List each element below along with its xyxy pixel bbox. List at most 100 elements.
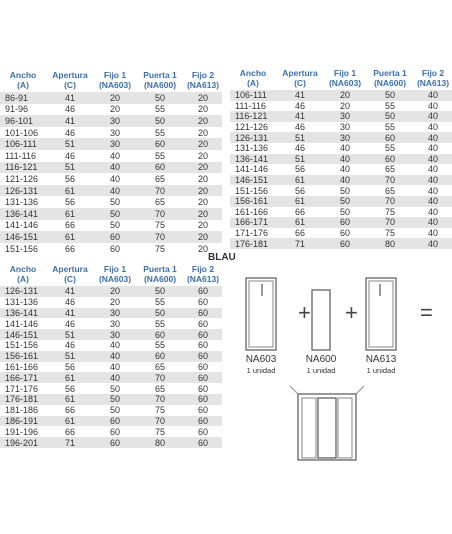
table-cell: 60 xyxy=(197,297,208,308)
table-cell: 46 xyxy=(64,150,75,161)
operator: + xyxy=(345,300,358,325)
table-cell: 55 xyxy=(154,318,165,329)
table-cell: 20 xyxy=(184,115,222,127)
header-name: Apertura xyxy=(52,70,88,80)
table-row: 156-161 51 40 60 60 xyxy=(0,350,222,362)
table-cell: 66 xyxy=(64,426,75,437)
table-cell: 41 xyxy=(46,92,94,104)
table-cell: 40 xyxy=(414,90,452,101)
column-header: Apertura (C) xyxy=(46,68,94,92)
table-cell: 101-106 xyxy=(5,127,39,138)
table-cell: 166-171 xyxy=(230,217,276,228)
table-cell: 65 xyxy=(154,197,165,208)
table-row: 136-141 41 30 50 60 xyxy=(0,307,222,319)
table-cell: 55 xyxy=(384,143,395,154)
table-cell: 60 xyxy=(184,372,222,384)
table-cell: 41 xyxy=(276,90,324,101)
table-cell: 50 xyxy=(109,197,120,208)
table-cell: 40 xyxy=(94,350,136,362)
table-cell: 20 xyxy=(109,297,120,308)
column-header: Ancho (A) xyxy=(0,68,46,92)
table-cell: 60 xyxy=(184,350,222,362)
table-cell: 126-131 xyxy=(0,286,46,297)
table-cell: 20 xyxy=(184,207,222,220)
table-cell: 70 xyxy=(136,207,184,220)
table-cell: 71 xyxy=(276,238,324,249)
table-cell: 40 xyxy=(324,153,366,165)
header-name: Ancho xyxy=(9,70,37,80)
column-header: Ancho (A) xyxy=(0,262,46,286)
table-cell: 171-176 xyxy=(5,383,39,394)
table-cell: 61 xyxy=(46,231,94,243)
table-cell: 51 xyxy=(46,350,94,362)
table-cell: 161-166 xyxy=(235,206,269,217)
table-cell: 121-126 xyxy=(235,122,269,133)
table-cell: 40 xyxy=(414,238,452,249)
operator: + xyxy=(298,300,311,325)
table-cell: 136-141 xyxy=(230,153,276,165)
table-cell: 60 xyxy=(184,393,222,405)
table-cell: 121-126 xyxy=(5,173,39,184)
table-row: 126-131 41 20 50 60 xyxy=(0,286,222,297)
table-row: 196-201 71 60 80 60 xyxy=(0,437,222,448)
table-row: 166-171 61 40 70 60 xyxy=(0,372,222,384)
table-cell: 41 xyxy=(46,115,94,127)
table-cell: 30 xyxy=(324,132,366,143)
table-cell: 75 xyxy=(154,426,165,437)
table-cell: 40 xyxy=(339,143,350,154)
part-code: NA613 xyxy=(365,354,397,365)
table-cell: 20 xyxy=(94,92,136,104)
header-name: Fijo 2 xyxy=(421,68,445,78)
table-cell: 60 xyxy=(94,415,136,427)
table-cell: 60 xyxy=(184,437,222,448)
table-cell: 60 xyxy=(184,415,222,427)
table-cell: 40 xyxy=(109,340,120,351)
table-row: 146-151 51 30 60 60 xyxy=(0,329,222,340)
table-cell: 46 xyxy=(294,143,305,154)
table-cell: 46 xyxy=(64,104,75,115)
table-cell: 30 xyxy=(339,122,350,133)
table-cell: 61 xyxy=(46,393,94,405)
table-row: 126-131 51 30 60 40 xyxy=(230,132,452,143)
table-cell: 60 xyxy=(324,217,366,228)
table-cell: 75 xyxy=(154,220,165,231)
table-cell: 40 xyxy=(109,361,120,372)
table-row: 166-171 61 60 70 40 xyxy=(230,217,452,228)
table-cell: 46 xyxy=(64,127,75,138)
table-cell: 51 xyxy=(46,329,94,340)
header-code: (NA613) xyxy=(186,80,220,90)
table-cell: 66 xyxy=(294,228,305,239)
table-row: 121-126 46 30 55 40 xyxy=(230,122,452,133)
table-cell: 40 xyxy=(414,153,452,165)
table-cell: 75 xyxy=(154,405,165,416)
table-cell: 61 xyxy=(46,184,94,197)
table-cell: 131-136 xyxy=(5,197,39,208)
table-row: 131-136 46 20 55 60 xyxy=(0,297,222,308)
table-cell: 70 xyxy=(136,231,184,243)
table-cell: 60 xyxy=(197,405,208,416)
column-header: Fijo 2 (NA613) xyxy=(184,262,222,286)
table-cell: 60 xyxy=(184,307,222,319)
table-cell: 20 xyxy=(324,90,366,101)
table-cell: 66 xyxy=(294,206,305,217)
header-code: (NA603) xyxy=(98,274,132,284)
table-cell: 50 xyxy=(136,286,184,297)
column-header: Apertura (C) xyxy=(46,262,94,286)
table-cell: 60 xyxy=(197,383,208,394)
table-cell: 141-146 xyxy=(235,164,269,175)
table-row: 136-141 51 40 60 40 xyxy=(230,153,452,165)
table-cell: 20 xyxy=(197,104,208,115)
table-cell: 40 xyxy=(414,132,452,143)
table-cell: 60 xyxy=(136,329,184,340)
table-cell: 65 xyxy=(384,185,395,196)
table-cell: 191-196 xyxy=(5,426,39,437)
table-cell: 50 xyxy=(324,195,366,207)
data-table: Ancho (A) Apertura (C) Fijo 1 (NA603) Puerta 1… xyxy=(230,66,452,249)
table-cell: 41 xyxy=(46,307,94,319)
table-row: 181-186 66 50 75 60 xyxy=(0,405,222,416)
table-cell: 40 xyxy=(427,143,438,154)
table-cell: 156-161 xyxy=(0,350,46,362)
part-code: NA600 xyxy=(305,354,337,365)
column-header: Fijo 1 (NA603) xyxy=(94,262,136,286)
